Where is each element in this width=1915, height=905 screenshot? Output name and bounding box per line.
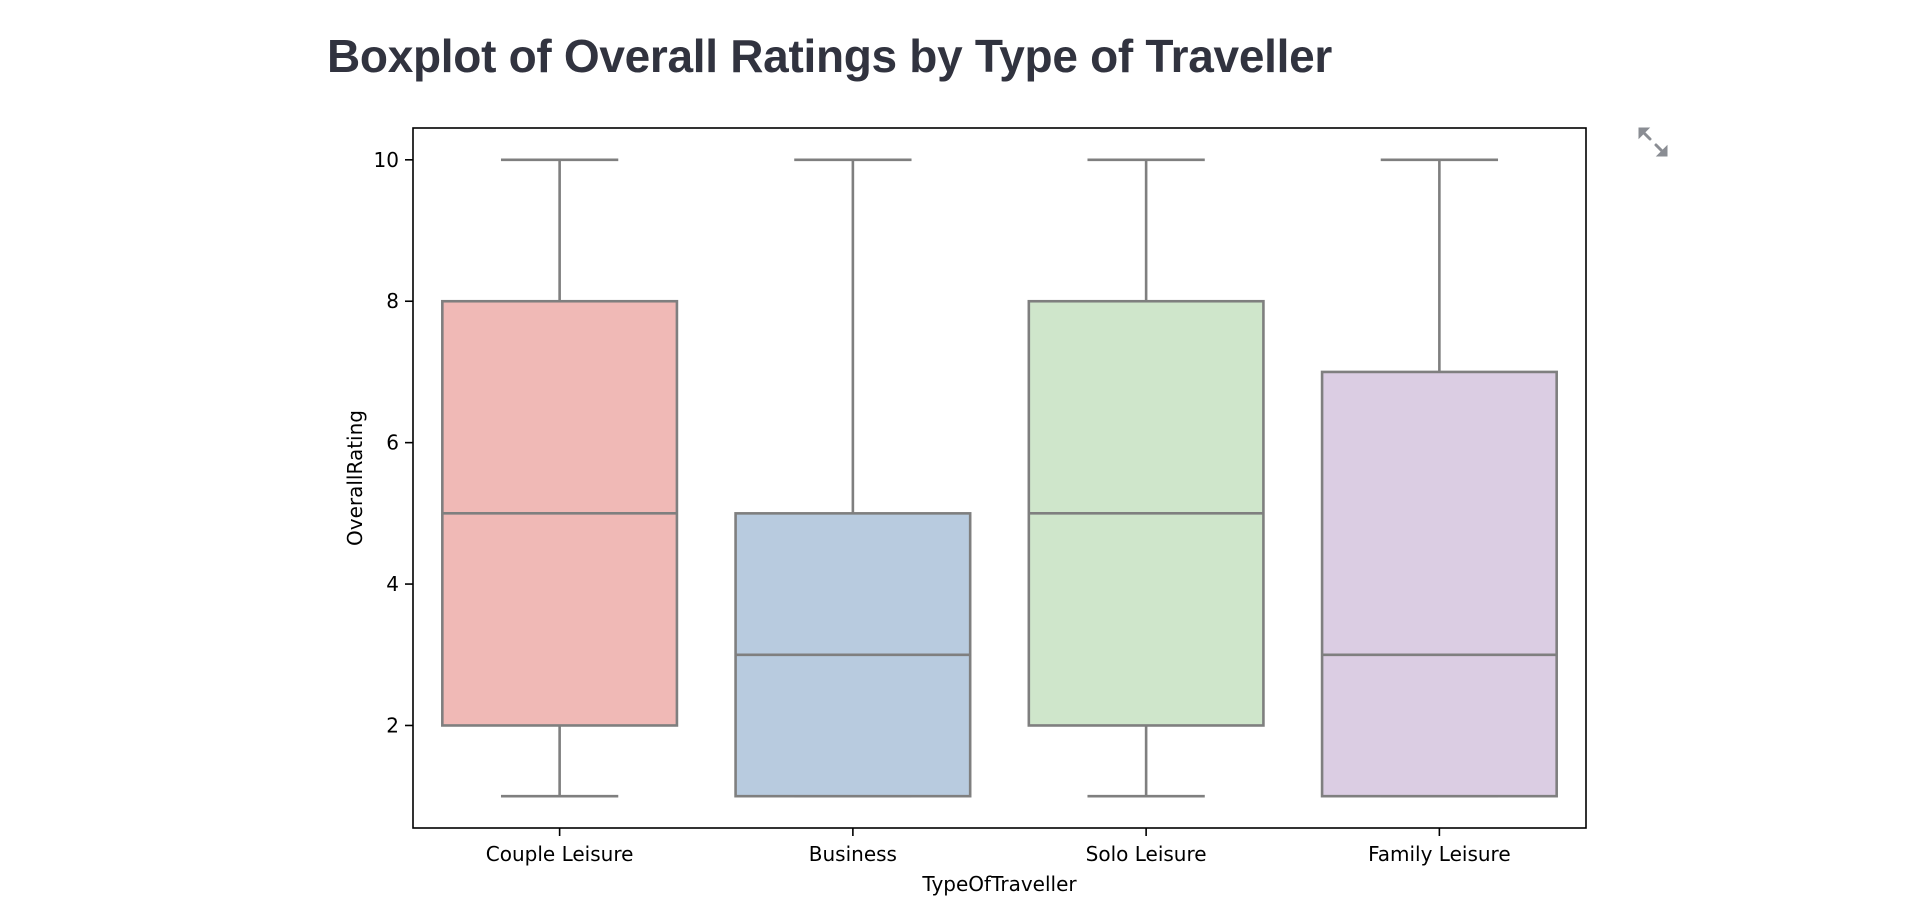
x-axis: Couple Leisure Business Solo Leisure Family… [486,828,1511,866]
y-axis-title: OverallRating [343,410,367,546]
box-couple-leisure [441,158,679,798]
x-tick-label: Couple Leisure [486,842,634,866]
y-tick-label: 2 [386,713,399,737]
fullscreen-expand-button[interactable] [1635,124,1671,160]
y-tick-label: 4 [386,572,399,596]
iqr-box [1320,370,1558,798]
x-axis-title: TypeOfTraveller [921,872,1077,896]
expand-icon [1638,127,1668,157]
plot-area-frame [412,127,1587,829]
box-solo-leisure [1027,158,1265,798]
y-axis: 2 4 6 8 10 [374,148,413,737]
page-title: Boxplot of Overall Ratings by Type of Tr… [327,30,1332,82]
box-family-leisure [1320,158,1558,798]
x-tick-label: Business [809,842,897,866]
boxes-layer [441,158,1558,798]
x-tick-label: Solo Leisure [1086,842,1207,866]
y-tick-label: 10 [374,148,399,172]
x-tick-label: Family Leisure [1368,842,1511,866]
y-tick-label: 8 [386,289,399,313]
box-business [734,158,972,798]
y-tick-label: 6 [386,431,399,455]
